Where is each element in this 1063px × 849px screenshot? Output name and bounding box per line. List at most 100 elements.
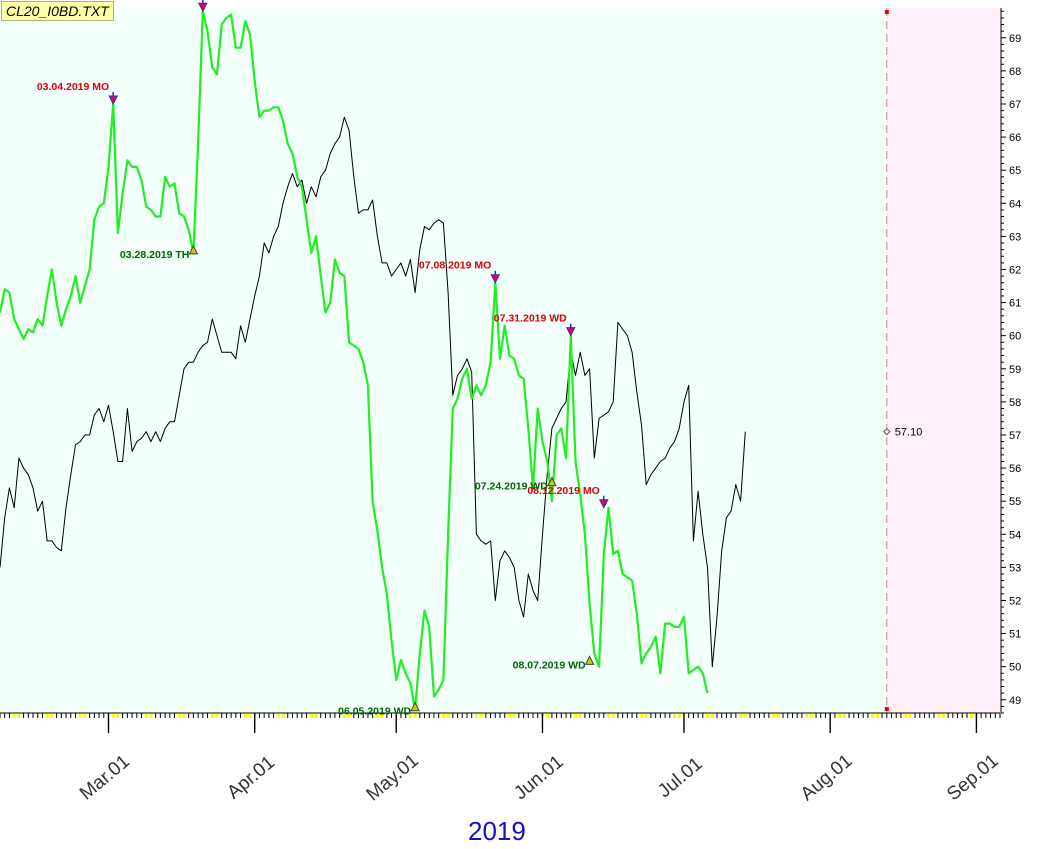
x-tick-weekend — [606, 714, 610, 718]
x-tick-label: Jul.01 — [654, 753, 706, 802]
trough-label: 07.24.2019 WD — [475, 481, 548, 493]
x-tick-weekend — [474, 714, 478, 718]
y-tick-label: 55 — [1009, 496, 1021, 508]
x-tick-weekend — [772, 714, 776, 718]
file-name-label: CL20_I0BD.TXT — [1, 1, 114, 21]
trough-marker — [188, 244, 199, 255]
peak-label: 07.08.2019 MO — [419, 260, 491, 272]
x-tick-weekend — [908, 714, 912, 718]
y-tick-label: 54 — [1009, 529, 1021, 541]
x-tick-weekend — [215, 714, 219, 718]
trough-marker — [410, 701, 420, 712]
trough-marker — [547, 476, 557, 487]
x-tick-weekend — [413, 714, 417, 718]
y-tick-label: 61 — [1009, 298, 1021, 310]
trough-label: 03.28.2019 TH — [120, 249, 189, 261]
y-tick-label: 59 — [1009, 364, 1021, 376]
x-tick-weekend — [248, 714, 252, 718]
x-axis-year-label: 2019 — [468, 816, 526, 846]
x-tick-weekend — [970, 714, 974, 718]
y-tick-label: 58 — [1009, 397, 1021, 409]
peak-label: 08.12.2019 MO — [527, 485, 599, 497]
x-tick-weekend — [12, 714, 16, 718]
peak-marker — [598, 499, 609, 509]
y-tick-label: 53 — [1009, 562, 1021, 574]
x-tick-weekend — [78, 714, 82, 718]
x-tick-weekend — [17, 714, 21, 718]
x-tick-weekend — [739, 714, 743, 718]
x-tick-weekend — [743, 714, 747, 718]
series-layer: 57.10 — [0, 10, 923, 711]
x-tick-weekend — [149, 714, 153, 718]
x-tick-weekend — [375, 714, 379, 718]
x-tick-weekend — [210, 714, 214, 718]
y-tick-label: 67 — [1009, 99, 1021, 111]
x-tick-weekend — [809, 714, 813, 718]
peak-marker — [198, 2, 208, 13]
series-line-actual — [0, 116, 746, 668]
x-tick-weekend — [941, 714, 945, 718]
x-axis-labels: Feb.01 Mar.01 Apr.01 May.01 Jun.01 Jul.01 Aug.… — [0, 750, 1003, 805]
x-tick-weekend — [673, 714, 677, 718]
x-tick-weekend — [441, 714, 445, 718]
x-tick-weekend — [347, 714, 351, 718]
last-value-marker — [883, 427, 891, 436]
x-tick-weekend — [937, 714, 941, 718]
x-tick-weekend — [50, 714, 54, 718]
x-tick-label: Jun.01 — [510, 751, 567, 804]
x-tick-weekend — [706, 714, 710, 718]
x-tick-weekend — [578, 714, 582, 718]
peak-label: 03.04.2019 MO — [37, 81, 109, 93]
x-tick-weekend — [512, 714, 516, 718]
y-tick-label: 52 — [1009, 595, 1021, 607]
x-tick-weekend — [446, 714, 450, 718]
x-tick-weekend — [479, 714, 483, 718]
x-tick-label: May.01 — [363, 750, 423, 805]
x-tick-weekend — [573, 714, 577, 718]
x-tick-weekend — [45, 714, 49, 718]
y-tick-label: 64 — [1009, 198, 1021, 210]
x-tick-weekend — [182, 714, 186, 718]
forecast-divider-top-marker — [884, 10, 889, 14]
x-tick-weekend — [875, 714, 879, 718]
x-tick-weekend — [276, 714, 280, 718]
y-tick-label: 57 — [1009, 430, 1021, 442]
x-tick-label: Sep.01 — [943, 750, 1003, 805]
x-tick-weekend — [111, 714, 115, 718]
trough-marker — [584, 655, 595, 665]
x-tick-weekend — [640, 714, 644, 718]
peak-label: 07.31.2019 WD — [494, 313, 567, 325]
y-tick-label: 65 — [1009, 165, 1021, 177]
x-tick-weekend — [83, 714, 87, 718]
y-tick-label: 51 — [1009, 629, 1021, 641]
y-tick-label: 63 — [1009, 231, 1021, 243]
x-tick-weekend — [380, 714, 384, 718]
x-tick-weekend — [677, 714, 681, 718]
x-tick-weekend — [805, 714, 809, 718]
last-value-label: 57.10 — [895, 427, 923, 439]
y-tick-label: 56 — [1009, 463, 1021, 475]
history-background — [0, 8, 887, 713]
x-axis-ticks — [0, 712, 1001, 733]
x-tick-weekend — [309, 714, 313, 718]
x-tick-weekend — [144, 714, 148, 718]
x-tick-weekend — [871, 714, 875, 718]
x-tick-weekend — [342, 714, 346, 718]
x-tick-weekend — [116, 714, 120, 718]
x-tick-label: Apr.01 — [223, 752, 279, 803]
x-tick-weekend — [710, 714, 714, 718]
x-tick-weekend — [838, 714, 842, 718]
trough-label: 06.05.2019 WD — [338, 706, 411, 718]
x-tick-label: Aug.01 — [797, 750, 857, 805]
x-tick-weekend — [904, 714, 908, 718]
x-tick-weekend — [281, 714, 285, 718]
x-tick-weekend — [243, 714, 247, 718]
y-tick-label: 50 — [1009, 662, 1021, 674]
y-tick-label: 62 — [1009, 264, 1021, 276]
x-tick-weekend — [408, 714, 412, 718]
y-tick-label: 68 — [1009, 66, 1021, 78]
x-tick-weekend — [314, 714, 318, 718]
x-tick-weekend — [842, 714, 846, 718]
